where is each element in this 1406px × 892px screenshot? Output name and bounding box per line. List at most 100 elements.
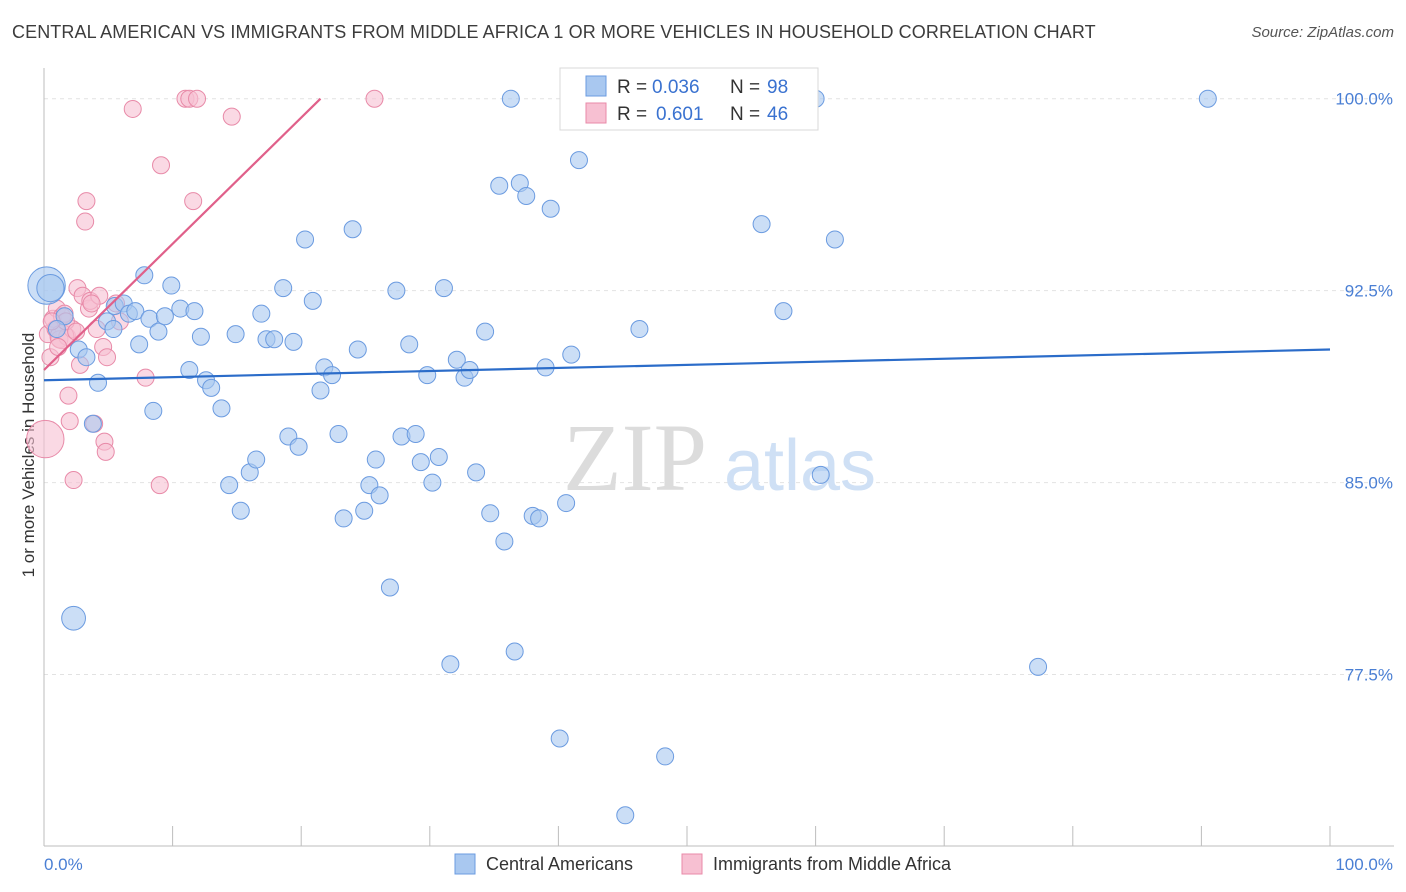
bottom-legend-swatch-pink bbox=[681, 853, 703, 875]
central-american-point-81 bbox=[562, 345, 581, 364]
central-american-point-63 bbox=[447, 350, 466, 369]
central-american-point-32 bbox=[252, 304, 271, 323]
central-american-point-93 bbox=[1029, 657, 1048, 676]
legend-n-value-blue: 98 bbox=[767, 77, 788, 98]
central-american-point-61 bbox=[434, 279, 453, 298]
central-american-point-40 bbox=[303, 291, 322, 310]
middle-africa-point-27 bbox=[98, 348, 117, 367]
central-american-point-37 bbox=[284, 332, 303, 351]
y-tick-label-3: 77.5% bbox=[1345, 666, 1393, 685]
middle-africa-point-0 bbox=[26, 419, 65, 459]
middle-africa-point-39 bbox=[365, 89, 384, 108]
central-american-point-53 bbox=[387, 281, 406, 300]
central-american-point-45 bbox=[334, 509, 353, 528]
central-american-point-29 bbox=[231, 501, 250, 520]
central-american-point-80 bbox=[557, 494, 576, 513]
central-american-point-60 bbox=[429, 448, 448, 466]
middle-africa-point-30 bbox=[123, 99, 142, 118]
central-american-point-35 bbox=[274, 279, 293, 298]
central-american-point-76 bbox=[530, 509, 549, 528]
central-american-point-83 bbox=[616, 806, 635, 825]
bottom-legend-swatch-blue bbox=[454, 853, 476, 875]
central-american-point-79 bbox=[550, 729, 569, 748]
middle-africa-point-45 bbox=[82, 294, 101, 313]
legend-r-value-blue: 0.036 bbox=[652, 77, 700, 98]
central-american-point-38 bbox=[289, 437, 308, 456]
central-american-point-16 bbox=[144, 401, 163, 420]
middle-africa-point-17 bbox=[76, 212, 95, 231]
central-american-point-34 bbox=[265, 330, 284, 349]
central-american-point-91 bbox=[811, 465, 830, 484]
middle-africa-point-33 bbox=[152, 156, 171, 175]
legend-swatch-blue bbox=[585, 75, 607, 97]
central-american-point-57 bbox=[411, 453, 430, 472]
series-legend: Central Americans Immigrants from Middle… bbox=[454, 853, 952, 875]
trend-lines bbox=[43, 97, 1331, 382]
central-american-point-28 bbox=[226, 325, 245, 344]
bottom-legend-label-blue: Central Americans bbox=[486, 854, 633, 874]
bottom-legend-label-pink: Immigrants from Middle Africa bbox=[713, 854, 952, 874]
watermark: ZIP atlas bbox=[563, 404, 876, 511]
central-american-point-14 bbox=[135, 266, 154, 285]
central-american-point-31 bbox=[247, 450, 266, 469]
central-american-point-66 bbox=[467, 463, 486, 482]
central-american-point-1 bbox=[36, 273, 65, 303]
central-american-point-92 bbox=[825, 230, 844, 249]
central-american-point-71 bbox=[501, 89, 520, 108]
central-american-point-95 bbox=[61, 605, 86, 631]
central-american-point-84 bbox=[630, 320, 649, 339]
central-american-point-13 bbox=[130, 335, 149, 354]
central-american-point-82 bbox=[569, 151, 588, 170]
trend-line-middle-africa bbox=[43, 97, 322, 371]
central-american-point-44 bbox=[329, 424, 348, 443]
central-american-point-17 bbox=[149, 322, 168, 341]
central-american-point-70 bbox=[495, 532, 514, 551]
correlation-legend: R = 0.036 N = 98 R = 0.601 N = 46 bbox=[559, 67, 819, 131]
legend-n-label-pink: N = bbox=[730, 104, 760, 125]
central-american-point-86 bbox=[656, 747, 675, 766]
central-american-point-5 bbox=[77, 348, 96, 367]
y-tick-label-1: 92.5% bbox=[1345, 282, 1393, 301]
central-american-point-21 bbox=[180, 360, 199, 379]
axes bbox=[43, 68, 1394, 847]
central-american-point-62 bbox=[441, 655, 460, 674]
central-american-point-25 bbox=[202, 378, 221, 397]
middle-africa-point-11 bbox=[60, 412, 79, 431]
trend-line-central-americans bbox=[43, 348, 1331, 382]
central-american-point-50 bbox=[366, 450, 385, 469]
central-american-point-6 bbox=[89, 373, 108, 392]
legend-n-value-pink: 46 bbox=[767, 104, 788, 125]
y-axis-label: 1 or more Vehicles in Household bbox=[19, 333, 38, 578]
y-tick-label-2: 85.0% bbox=[1345, 474, 1393, 493]
middle-africa-point-10 bbox=[59, 386, 78, 405]
watermark-zip: ZIP bbox=[563, 404, 707, 511]
central-american-point-8 bbox=[104, 320, 123, 339]
middle-africa-point-38 bbox=[222, 107, 241, 126]
y-tick-labels: 100.0% 92.5% 85.0% 77.5% bbox=[1335, 90, 1393, 685]
middle-africa-point-18 bbox=[77, 192, 96, 211]
central-american-point-96 bbox=[83, 414, 102, 433]
central-american-point-51 bbox=[370, 486, 389, 505]
central-american-point-59 bbox=[423, 473, 442, 492]
central-american-point-88 bbox=[752, 215, 771, 234]
middle-africa-point-13 bbox=[64, 471, 83, 490]
legend-swatch-pink bbox=[585, 102, 607, 124]
grid-lines bbox=[44, 98, 1394, 676]
central-american-point-56 bbox=[406, 424, 425, 443]
x-tick-label-min: 0.0% bbox=[44, 855, 83, 874]
central-american-point-41 bbox=[311, 381, 330, 400]
middle-africa-point-44 bbox=[49, 337, 68, 356]
x-ticks bbox=[172, 826, 1331, 846]
central-american-point-23 bbox=[191, 327, 210, 346]
central-american-point-22 bbox=[185, 302, 204, 321]
legend-r-label-blue: R = bbox=[617, 77, 647, 98]
central-american-point-58 bbox=[418, 366, 437, 385]
central-american-point-47 bbox=[348, 340, 367, 359]
middle-africa-point-37 bbox=[188, 89, 207, 108]
central-american-point-69 bbox=[490, 176, 509, 195]
central-american-point-19 bbox=[162, 276, 181, 295]
central-american-point-43 bbox=[323, 366, 342, 385]
central-american-point-26 bbox=[212, 399, 231, 418]
middle-africa-point-36 bbox=[184, 192, 203, 211]
middle-africa-point-32 bbox=[150, 476, 169, 495]
